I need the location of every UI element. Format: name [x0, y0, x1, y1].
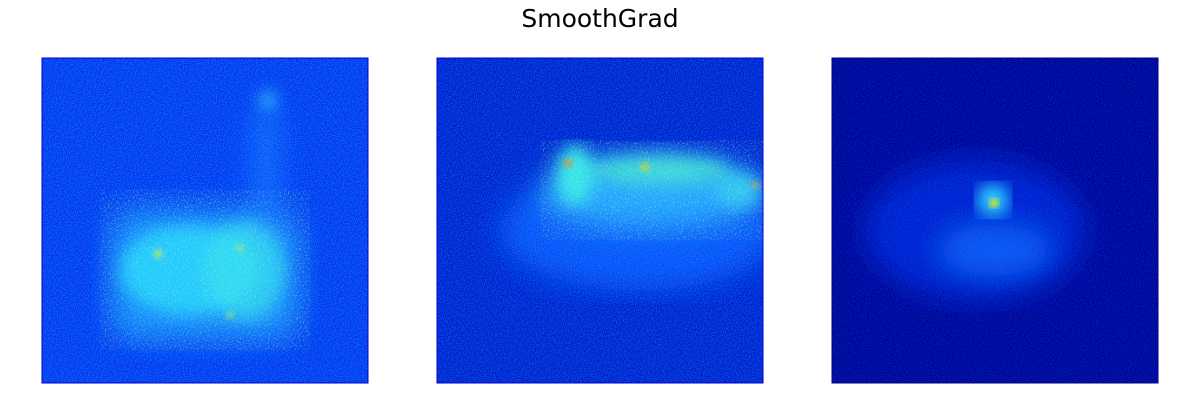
heatmap-3: [832, 58, 1158, 383]
heatmap-2: [437, 58, 763, 383]
heatmap-1: [42, 58, 368, 383]
heatmap-frame: [436, 57, 764, 384]
heatmap-frame: [41, 57, 369, 384]
heatmap-frame: [831, 57, 1159, 384]
figure-title: SmoothGrad: [521, 4, 678, 33]
